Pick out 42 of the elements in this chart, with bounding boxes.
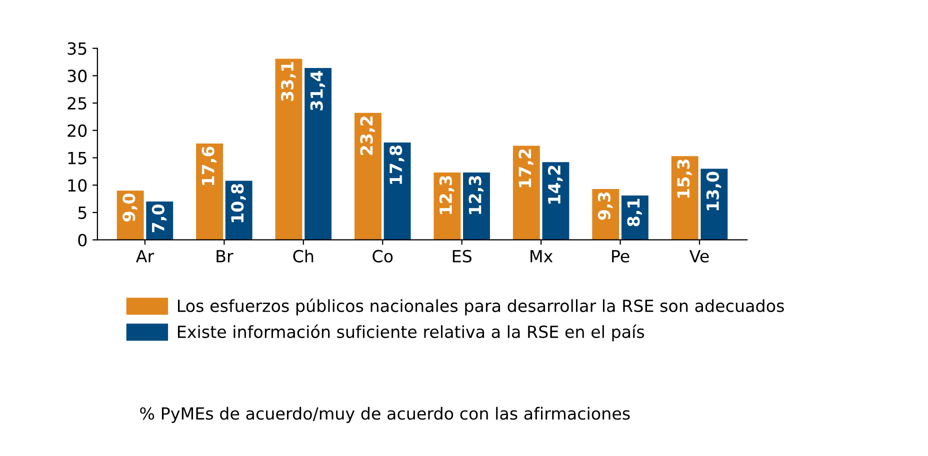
y-tick-label: 15 [68,152,86,164]
data-label: 15,3 [677,160,692,198]
x-tick-label: Ar [136,250,154,262]
data-label: 8,1 [627,198,642,226]
y-tick-label: 5 [78,206,86,220]
y-tick-label: 35 [68,42,86,55]
y-tick-label: 30 [68,70,87,82]
y-tick-label: 25 [68,97,86,110]
data-label: 14,2 [548,166,563,204]
data-label: 17,6 [202,146,216,185]
x-tick-label: Co [372,250,393,262]
x-tick-label: ES [452,250,472,262]
data-label: 12,3 [468,176,484,214]
x-tick-label: Pe [612,250,630,262]
text: % PyMEs de acuerdo/muy de acuerdo con las afirmaciones [140,406,630,424]
x-tick-label: Mx [530,250,553,262]
y-tick-label: 20 [68,124,87,137]
data-label: 17,2 [518,149,534,188]
data-label: 33,1 [280,62,296,101]
y-tick-label: 0 [78,234,87,246]
bar [671,156,698,240]
data-label: 10,8 [231,184,246,222]
data-label: 7,0 [152,204,167,232]
x-tick-label: Ve [689,250,709,262]
data-label: 17,8 [390,146,404,184]
data-label: 31,4 [310,70,326,110]
bar [384,142,411,240]
bar [196,144,224,240]
x-tick-label: Ch [293,250,314,262]
data-label: 23,2 [360,116,375,155]
data-label: 13,0 [706,172,722,210]
bar [512,146,540,240]
legend-label: Los esfuerzos públicos nacionales para desarrollar la RSE son adecuados [178,298,784,316]
data-label: 12,3 [439,176,454,214]
data-label: 9,3 [598,192,613,220]
x-tick-label: Br [216,250,234,262]
bar [304,68,332,240]
bar [275,58,302,240]
data-label: 9,0 [122,194,138,222]
y-tick-label: 10 [68,179,87,192]
legend-label: Existe información suficiente relativa a la RSE en el país [178,324,644,342]
bar [354,112,382,240]
